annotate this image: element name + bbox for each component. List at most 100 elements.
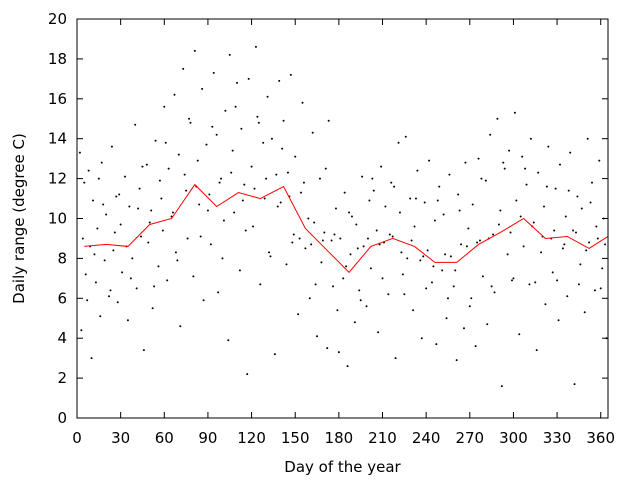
data-point xyxy=(103,259,106,262)
data-point xyxy=(400,251,403,254)
data-point xyxy=(110,145,113,148)
data-point xyxy=(388,233,391,236)
data-point xyxy=(358,289,361,292)
data-point xyxy=(510,279,513,282)
data-point xyxy=(327,119,330,122)
data-point xyxy=(160,197,163,200)
data-point xyxy=(375,229,378,232)
data-point xyxy=(519,215,522,218)
data-point xyxy=(577,283,580,286)
data-point xyxy=(321,239,324,242)
data-point xyxy=(115,195,118,198)
data-point xyxy=(477,157,480,160)
data-point xyxy=(401,273,404,276)
x-tick-label: 210 xyxy=(368,429,397,447)
data-point xyxy=(542,205,545,208)
data-point xyxy=(294,155,297,158)
data-point xyxy=(118,193,121,196)
data-point xyxy=(509,231,512,234)
data-point xyxy=(163,105,166,108)
data-point xyxy=(596,237,599,240)
data-point xyxy=(330,239,333,242)
data-point xyxy=(339,237,342,240)
data-point xyxy=(298,237,301,240)
data-point xyxy=(259,283,262,286)
plot-area xyxy=(78,45,609,388)
data-point xyxy=(547,145,550,148)
data-point xyxy=(252,225,255,228)
data-point xyxy=(292,233,295,236)
data-point xyxy=(366,237,369,240)
data-point xyxy=(574,231,577,234)
data-point xyxy=(348,211,351,214)
data-point xyxy=(362,245,365,248)
data-point xyxy=(179,325,182,328)
data-point xyxy=(186,237,189,240)
data-point xyxy=(97,177,100,180)
data-point xyxy=(96,227,99,230)
data-point xyxy=(554,187,557,190)
data-point xyxy=(300,191,303,194)
data-point xyxy=(265,177,268,180)
data-point xyxy=(449,255,452,258)
data-point xyxy=(141,165,144,168)
data-point xyxy=(140,235,143,238)
data-point xyxy=(268,251,271,254)
data-point xyxy=(493,291,496,294)
data-point xyxy=(112,249,115,252)
data-point xyxy=(192,275,195,278)
data-point xyxy=(448,173,451,176)
y-tick-label: 16 xyxy=(48,90,67,108)
data-point xyxy=(377,331,380,334)
data-point xyxy=(202,299,205,302)
data-point xyxy=(151,307,154,310)
data-point xyxy=(435,343,438,346)
data-point xyxy=(365,305,368,308)
data-point xyxy=(369,267,372,270)
data-point xyxy=(209,243,212,246)
data-point xyxy=(410,239,413,242)
data-point xyxy=(336,309,339,312)
data-point xyxy=(359,299,362,302)
data-point xyxy=(564,215,567,218)
data-point xyxy=(196,159,199,162)
data-point xyxy=(471,203,474,206)
data-point xyxy=(446,297,449,300)
data-point xyxy=(525,183,528,186)
data-point xyxy=(301,101,304,104)
data-point xyxy=(150,209,153,212)
data-point xyxy=(93,253,96,256)
x-axis-label: Day of the year xyxy=(284,458,401,476)
data-point xyxy=(380,165,383,168)
data-point xyxy=(108,295,111,298)
data-point xyxy=(604,243,607,246)
data-point xyxy=(201,87,204,90)
x-tick-label: 300 xyxy=(499,429,528,447)
data-point xyxy=(468,305,471,308)
data-point xyxy=(174,251,177,254)
y-tick-label: 10 xyxy=(48,210,67,228)
data-point xyxy=(476,241,479,244)
data-point xyxy=(500,385,503,388)
data-point xyxy=(403,293,406,296)
data-point xyxy=(307,217,310,220)
data-point xyxy=(289,73,292,76)
data-point xyxy=(208,193,211,196)
data-point xyxy=(432,265,435,268)
data-point xyxy=(211,125,214,128)
data-point xyxy=(270,137,273,140)
data-point xyxy=(590,181,593,184)
data-point xyxy=(588,241,591,244)
x-tick-label: 330 xyxy=(543,429,572,447)
data-point xyxy=(457,193,460,196)
data-point xyxy=(205,143,208,146)
data-point xyxy=(464,161,467,164)
data-point xyxy=(535,349,538,352)
data-point xyxy=(182,67,185,70)
data-point xyxy=(167,167,170,170)
data-point xyxy=(227,339,230,342)
data-point xyxy=(310,243,313,246)
data-point xyxy=(529,137,532,140)
data-point xyxy=(436,199,439,202)
data-point xyxy=(484,179,487,182)
